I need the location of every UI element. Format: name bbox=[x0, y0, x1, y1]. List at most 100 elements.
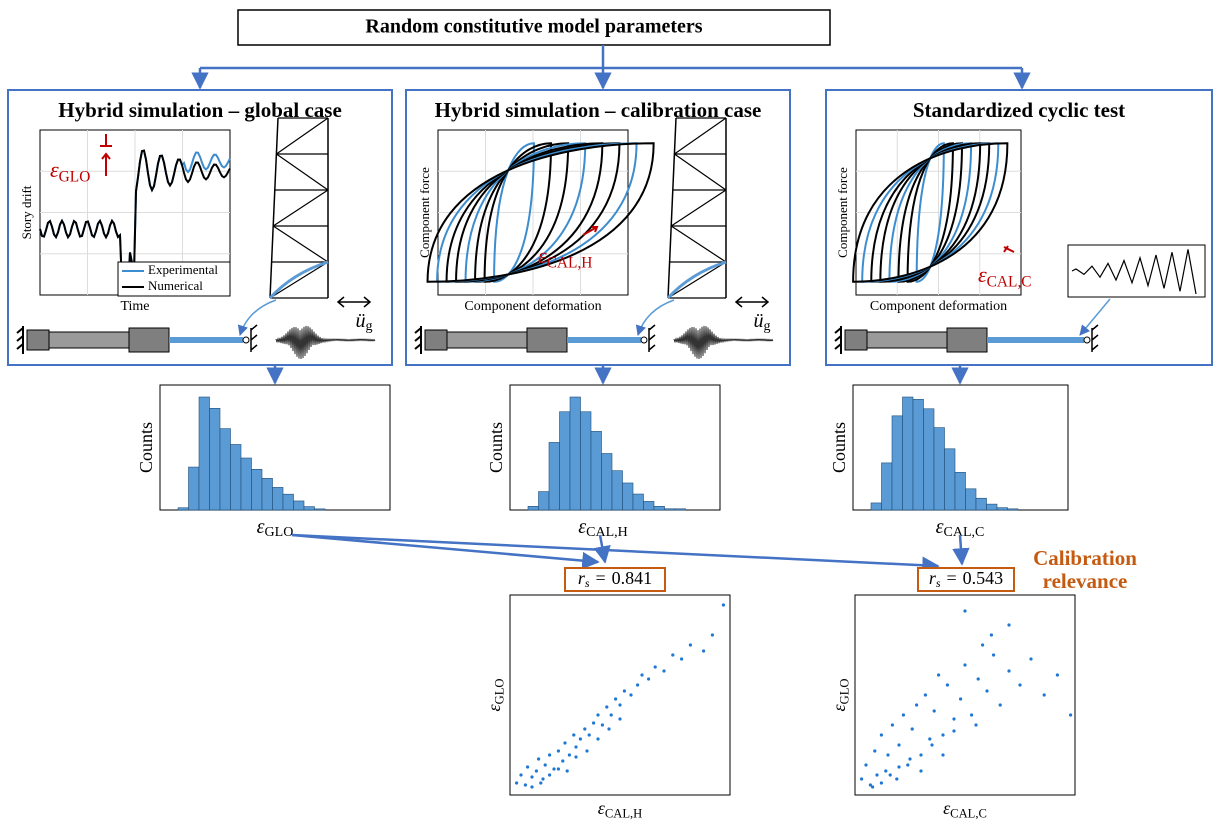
scatter-point bbox=[963, 663, 967, 667]
scatter-point bbox=[539, 781, 543, 785]
scatter-point bbox=[895, 777, 899, 781]
scatter-point bbox=[629, 693, 633, 697]
value: 0.841 bbox=[612, 568, 653, 588]
x-axis-label: Component deformation bbox=[870, 299, 1007, 314]
histogram-bar bbox=[954, 472, 966, 511]
scatter-point bbox=[959, 697, 963, 701]
symbol-label: εCAL,C bbox=[936, 516, 985, 541]
scatter-point bbox=[875, 773, 879, 777]
scatter-point bbox=[519, 773, 523, 777]
histogram-bar bbox=[240, 457, 252, 511]
symbol-label: εCAL,H bbox=[578, 516, 628, 541]
link-arrow bbox=[237, 299, 277, 336]
histogram-bar bbox=[870, 502, 882, 511]
symbol: ε bbox=[978, 262, 987, 287]
symbol: ε bbox=[257, 516, 265, 538]
error-marker bbox=[1003, 245, 1015, 253]
ground-arrow bbox=[336, 296, 372, 308]
pin bbox=[1083, 336, 1091, 344]
symbol-label: εCAL,C bbox=[978, 262, 1032, 290]
scatter-point bbox=[910, 727, 914, 731]
scatter-point bbox=[884, 769, 888, 773]
scatter-point bbox=[563, 741, 567, 745]
symbol-label: εCAL,H bbox=[538, 243, 592, 271]
subscript: g bbox=[366, 319, 373, 334]
histogram-y-label: Counts bbox=[829, 422, 849, 473]
scatter-point bbox=[890, 723, 895, 727]
scatter-point bbox=[879, 781, 884, 785]
scatter-point bbox=[989, 633, 994, 637]
scatter-point bbox=[537, 757, 541, 761]
symbol: ε bbox=[484, 703, 504, 711]
frame-column bbox=[667, 117, 677, 299]
histogram-bar bbox=[944, 448, 956, 511]
link-arrow bbox=[1079, 298, 1111, 336]
scatter-point bbox=[919, 769, 923, 773]
scatter-point bbox=[561, 759, 565, 763]
scatter-point bbox=[636, 683, 640, 687]
calibration-label: relevance bbox=[1043, 569, 1128, 593]
relation: = bbox=[947, 568, 957, 588]
scatter-point bbox=[901, 713, 906, 717]
scatter-point bbox=[618, 703, 622, 707]
legend-box bbox=[117, 261, 231, 297]
scatter-point bbox=[985, 689, 989, 693]
x-axis-label: Component deformation bbox=[464, 299, 601, 314]
scatter-point bbox=[640, 673, 644, 677]
histogram-bar bbox=[643, 501, 655, 511]
loading-protocol bbox=[1071, 249, 1197, 295]
histogram-bar bbox=[580, 411, 592, 511]
scatter-point bbox=[1018, 683, 1022, 687]
histogram-bar bbox=[303, 506, 315, 511]
histogram-bar bbox=[230, 444, 242, 511]
hysteresis-loop bbox=[852, 142, 1009, 283]
symbol: ε bbox=[538, 243, 547, 268]
subscript: CAL,C bbox=[944, 525, 985, 540]
correlation-label: rs = 0.841 bbox=[578, 568, 652, 590]
scatter-point bbox=[556, 749, 561, 753]
scatter-point bbox=[526, 765, 530, 769]
support-hatch bbox=[250, 324, 258, 352]
error-marker bbox=[100, 134, 112, 176]
support-hatch bbox=[648, 324, 656, 352]
damaged-brace bbox=[268, 260, 329, 300]
histogram-bar bbox=[933, 427, 945, 511]
scatter-point bbox=[680, 657, 684, 661]
legend-label: Numerical bbox=[148, 278, 203, 293]
histogram-bar bbox=[653, 506, 665, 511]
scatter-point bbox=[1055, 673, 1059, 677]
actuator-cylinder bbox=[48, 331, 130, 349]
arrow bbox=[291, 533, 600, 570]
scatter-point bbox=[879, 733, 884, 737]
histogram-bar bbox=[891, 415, 903, 511]
header-box bbox=[237, 9, 831, 46]
histogram-bar bbox=[664, 508, 676, 511]
hysteresis-loop bbox=[915, 142, 945, 283]
scatter-point bbox=[868, 783, 873, 787]
histogram-bar bbox=[590, 431, 602, 511]
subscript: GLO bbox=[59, 168, 91, 185]
subscript: CAL,C bbox=[950, 806, 987, 820]
pin bbox=[242, 336, 250, 344]
histogram-bar bbox=[272, 487, 284, 511]
support-hatch bbox=[1091, 324, 1099, 352]
histogram-bar bbox=[188, 466, 200, 511]
scatter-point bbox=[653, 665, 657, 669]
scatter-point bbox=[530, 785, 534, 789]
histogram-bar bbox=[527, 506, 539, 511]
actuator-head bbox=[526, 327, 568, 353]
scatter-point bbox=[1007, 623, 1011, 627]
scatter-point bbox=[574, 745, 578, 749]
histogram-bar bbox=[219, 428, 231, 511]
legend-label: Experimental bbox=[148, 262, 218, 277]
scatter-point bbox=[609, 713, 613, 717]
scatter-point bbox=[548, 753, 552, 757]
scatter-point bbox=[721, 603, 726, 607]
scatter-point bbox=[552, 767, 556, 771]
actuator-cylinder bbox=[446, 331, 528, 349]
histogram-bar bbox=[569, 396, 581, 511]
scatter-point bbox=[919, 753, 923, 757]
histogram-bar bbox=[1007, 508, 1019, 511]
scatter-point bbox=[702, 649, 706, 653]
scatter-point bbox=[587, 733, 591, 737]
